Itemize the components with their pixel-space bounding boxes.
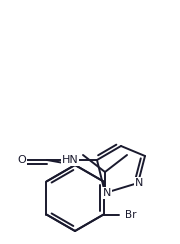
Text: N: N: [103, 188, 111, 198]
Text: HN: HN: [62, 155, 78, 165]
Text: Br: Br: [125, 210, 136, 220]
Text: N: N: [135, 178, 143, 188]
Text: O: O: [18, 155, 26, 165]
